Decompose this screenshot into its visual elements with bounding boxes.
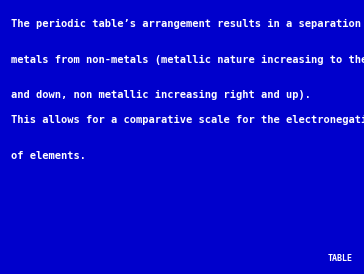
Text: This allows for a comparative scale for the electronegativity: This allows for a comparative scale for …: [11, 115, 364, 125]
Text: metals from non-metals (metallic nature increasing to the left: metals from non-metals (metallic nature …: [11, 55, 364, 65]
Text: The periodic table’s arrangement results in a separation of: The periodic table’s arrangement results…: [11, 19, 364, 29]
Text: and down, non metallic increasing right and up).: and down, non metallic increasing right …: [11, 90, 311, 101]
Text: of elements.: of elements.: [11, 151, 86, 161]
Text: TABLE: TABLE: [328, 254, 353, 263]
